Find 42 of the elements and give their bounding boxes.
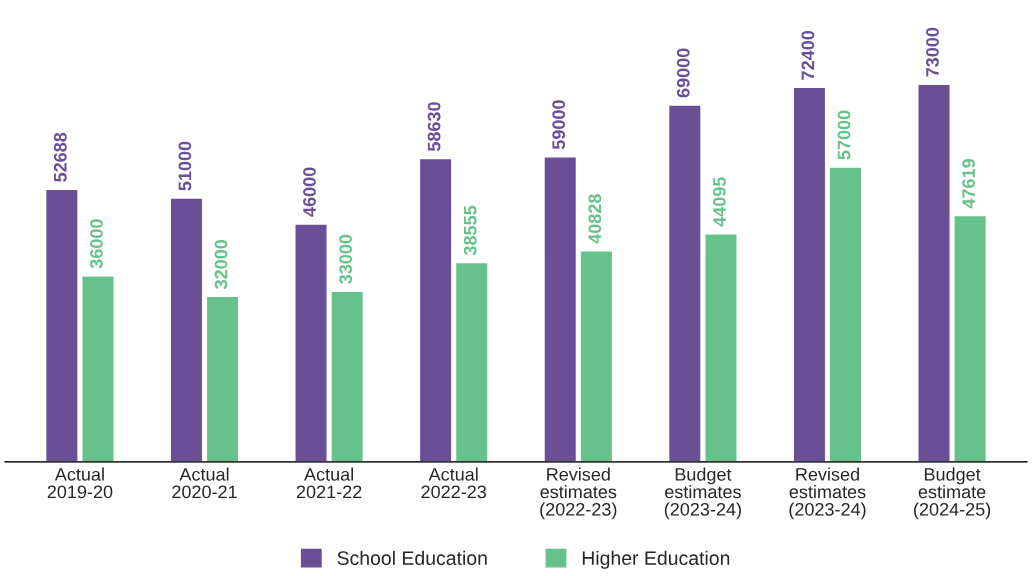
x-tick-label: Actual 2020-21 (172, 467, 237, 499)
bar (917, 83, 951, 462)
bar (81, 274, 115, 462)
bar (953, 214, 988, 462)
bar (704, 233, 738, 462)
bar (579, 250, 614, 462)
data-label: 40828 (588, 194, 602, 244)
bar (543, 155, 578, 462)
x-tick-label: Revised estimates (2022-23) (540, 467, 617, 520)
x-tick-label: Revised estimates (2023-24) (789, 467, 866, 520)
bar (169, 197, 204, 462)
data-label: 47619 (962, 159, 975, 209)
data-label: 38555 (463, 205, 477, 256)
x-tick-label: Actual 2021-22 (296, 467, 362, 499)
x-tick-label: Actual 2022-23 (421, 467, 487, 499)
data-label: 57000 (837, 110, 851, 160)
data-label: 52688 (53, 132, 67, 182)
x-tick-label: Budget estimates (2023-24) (664, 467, 741, 520)
data-label: 58630 (427, 102, 441, 152)
x-tick-label: Budget estimate (2024-25) (914, 467, 991, 520)
data-label: 69000 (676, 48, 690, 98)
data-label: 44095 (713, 177, 726, 227)
bar (792, 86, 827, 462)
bar (667, 104, 702, 462)
bar (44, 188, 79, 462)
legend-label: School Education (337, 550, 487, 566)
bar (454, 261, 489, 462)
bar (294, 223, 328, 462)
data-label: 73000 (926, 27, 939, 77)
data-label: 46000 (303, 167, 316, 217)
bar (205, 295, 240, 462)
bar (330, 290, 365, 462)
data-label: 51000 (178, 141, 192, 191)
data-label: 36000 (90, 219, 103, 269)
bar (418, 157, 453, 462)
data-label: 32000 (214, 239, 228, 290)
data-label: 59000 (552, 100, 566, 150)
x-tick-label: Actual 2019-20 (47, 467, 113, 499)
bar (828, 166, 863, 462)
legend-label: Higher Education (582, 550, 730, 569)
data-label: 33000 (339, 234, 353, 284)
data-label: 72400 (801, 30, 815, 80)
